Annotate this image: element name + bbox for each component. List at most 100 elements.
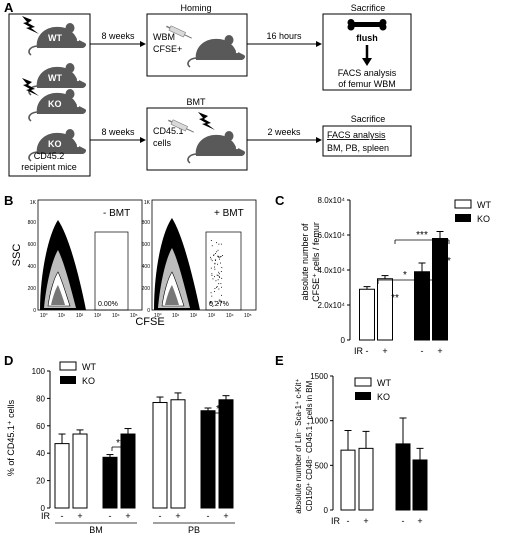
ir-mark: - <box>159 511 162 521</box>
y-tick-label: 8.0x10⁴ <box>318 196 346 205</box>
flow-event-dot <box>218 276 220 278</box>
flush-label: flush <box>356 33 378 43</box>
panel-c-y-axis: 0 2.0x10⁴ 4.0x10⁴ 6.0x10⁴ 8.0x10⁴ <box>318 196 351 345</box>
flow-event-dot <box>218 243 220 245</box>
panel-d-legend: WT KO <box>59 361 96 386</box>
x-tick: 10³ <box>94 313 102 319</box>
flow-event-dot <box>219 276 220 278</box>
y-tick-label: 2.0x10⁴ <box>318 301 346 310</box>
y-tick: 1K <box>30 200 37 206</box>
gate-left <box>94 231 129 311</box>
arrowhead-icon <box>316 41 322 47</box>
flow-event-dot <box>219 258 220 260</box>
bar <box>340 449 356 511</box>
sig-star: ** <box>391 293 399 304</box>
gate-events <box>210 240 223 307</box>
panel-e-y-axis: 0 500 1000 1500 <box>310 372 334 515</box>
arrowhead-icon <box>316 137 322 143</box>
irradiation-bolt-icon <box>22 78 39 96</box>
bar <box>395 443 411 511</box>
bar <box>54 443 70 509</box>
flow-event-dot <box>215 253 216 254</box>
panel-c: C absolute number of CFSE⁺ cells / femur… <box>275 193 491 356</box>
flow-density-left <box>40 220 86 310</box>
sig-star: * <box>403 270 407 281</box>
sig-star: ** <box>116 438 124 449</box>
panel-b-ylabel: SSC <box>11 244 23 267</box>
ir-mark: + <box>437 346 442 356</box>
bmt-end-line1: FACS analysis <box>327 130 386 140</box>
gate-right-percent: 0.27% <box>209 301 229 308</box>
y-tick-label: 100 <box>32 367 46 376</box>
x-tick: 10¹ <box>58 313 66 319</box>
x-tick: 10⁰ <box>154 313 162 319</box>
gate-left-percent: 0.00% <box>98 301 118 308</box>
mouse-label: WT <box>48 73 62 83</box>
flow-event-dot <box>211 302 213 304</box>
y-tick-label: 80 <box>36 394 45 403</box>
flow-event-dot <box>214 268 216 270</box>
flow-event-dot <box>214 262 216 264</box>
ir-mark: + <box>382 346 387 356</box>
panel-e-ylabel-2: CD150⁺ CD48⁻ CD45.1⁺ cells in BM <box>305 380 314 511</box>
panel-e-ylabel-1: absolute number of Lin⁻ Sca-1⁺ c-Kit⁺ <box>294 378 303 513</box>
flow-event-dot <box>216 286 217 288</box>
bar <box>358 447 374 511</box>
flow-event-dot <box>213 254 215 256</box>
ir-mark: + <box>175 511 180 521</box>
panel-d-ylabel: % of CD45.1⁺ cells <box>6 399 16 476</box>
flow-plot-right-label: + BMT <box>214 208 244 219</box>
flow-event-dot <box>218 288 220 290</box>
mouse-label: WT <box>48 33 62 43</box>
homing-interval-1: 8 weeks <box>101 31 135 41</box>
legend-label-ko: KO <box>377 392 390 402</box>
arrowhead-icon <box>140 137 146 143</box>
bmt-title: BMT <box>187 97 207 107</box>
flow-event-dot <box>210 292 212 294</box>
panel-e-ir-label: IR <box>331 516 341 526</box>
arrowhead-icon <box>140 41 146 47</box>
flow-event-dot <box>210 267 212 269</box>
flow-event-dot <box>221 277 223 279</box>
y-tick: 200 <box>28 286 37 292</box>
panel-b: B SSC CFSE - BMT 0.00% 0 200 400 600 800… <box>4 193 257 328</box>
mouse-icon <box>187 130 246 164</box>
flow-event-dot <box>214 291 215 292</box>
panel-e-ir-marks: - + - + <box>347 516 423 526</box>
flow-event-dot <box>215 280 217 282</box>
flow-event-dot <box>218 299 220 301</box>
flow-event-dot <box>220 243 222 245</box>
bar <box>102 456 118 509</box>
homing-box <box>146 13 248 77</box>
bmt-box-line2: cells <box>153 138 172 148</box>
homing-interval-2: 16 hours <box>266 31 302 41</box>
homing-end-title: Sacrifice <box>351 3 386 13</box>
group-label-pb: PB <box>188 525 200 535</box>
bar <box>72 433 88 509</box>
y-tick: 400 <box>142 264 151 270</box>
flow-event-dot <box>211 274 213 276</box>
panel-letter-c: C <box>275 193 285 208</box>
flow-event-dot <box>214 259 216 261</box>
y-tick: 800 <box>28 220 37 226</box>
flow-event-dot <box>218 256 220 258</box>
panel-letter-d: D <box>4 353 13 368</box>
ir-mark: + <box>77 511 82 521</box>
flow-event-dot <box>220 300 222 302</box>
mouse-ko-1: KO <box>22 78 87 122</box>
flow-plot-left-label: - BMT <box>103 208 130 219</box>
recipient-label-2: recipient mice <box>21 162 77 172</box>
flow-event-dot <box>212 305 214 307</box>
panel-d-y-axis: 0 20 40 60 80 100 <box>32 367 51 513</box>
y-tick: 800 <box>142 220 151 226</box>
x-tick: 10⁰ <box>40 313 48 319</box>
flow-event-dot <box>214 300 216 302</box>
bar <box>412 459 428 511</box>
sig-star: * <box>216 404 220 415</box>
y-tick-label: 60 <box>36 422 45 431</box>
flow-density-right <box>154 218 200 310</box>
gate-right <box>205 231 242 311</box>
flow-event-dot <box>221 286 222 288</box>
y-tick: 600 <box>142 242 151 248</box>
